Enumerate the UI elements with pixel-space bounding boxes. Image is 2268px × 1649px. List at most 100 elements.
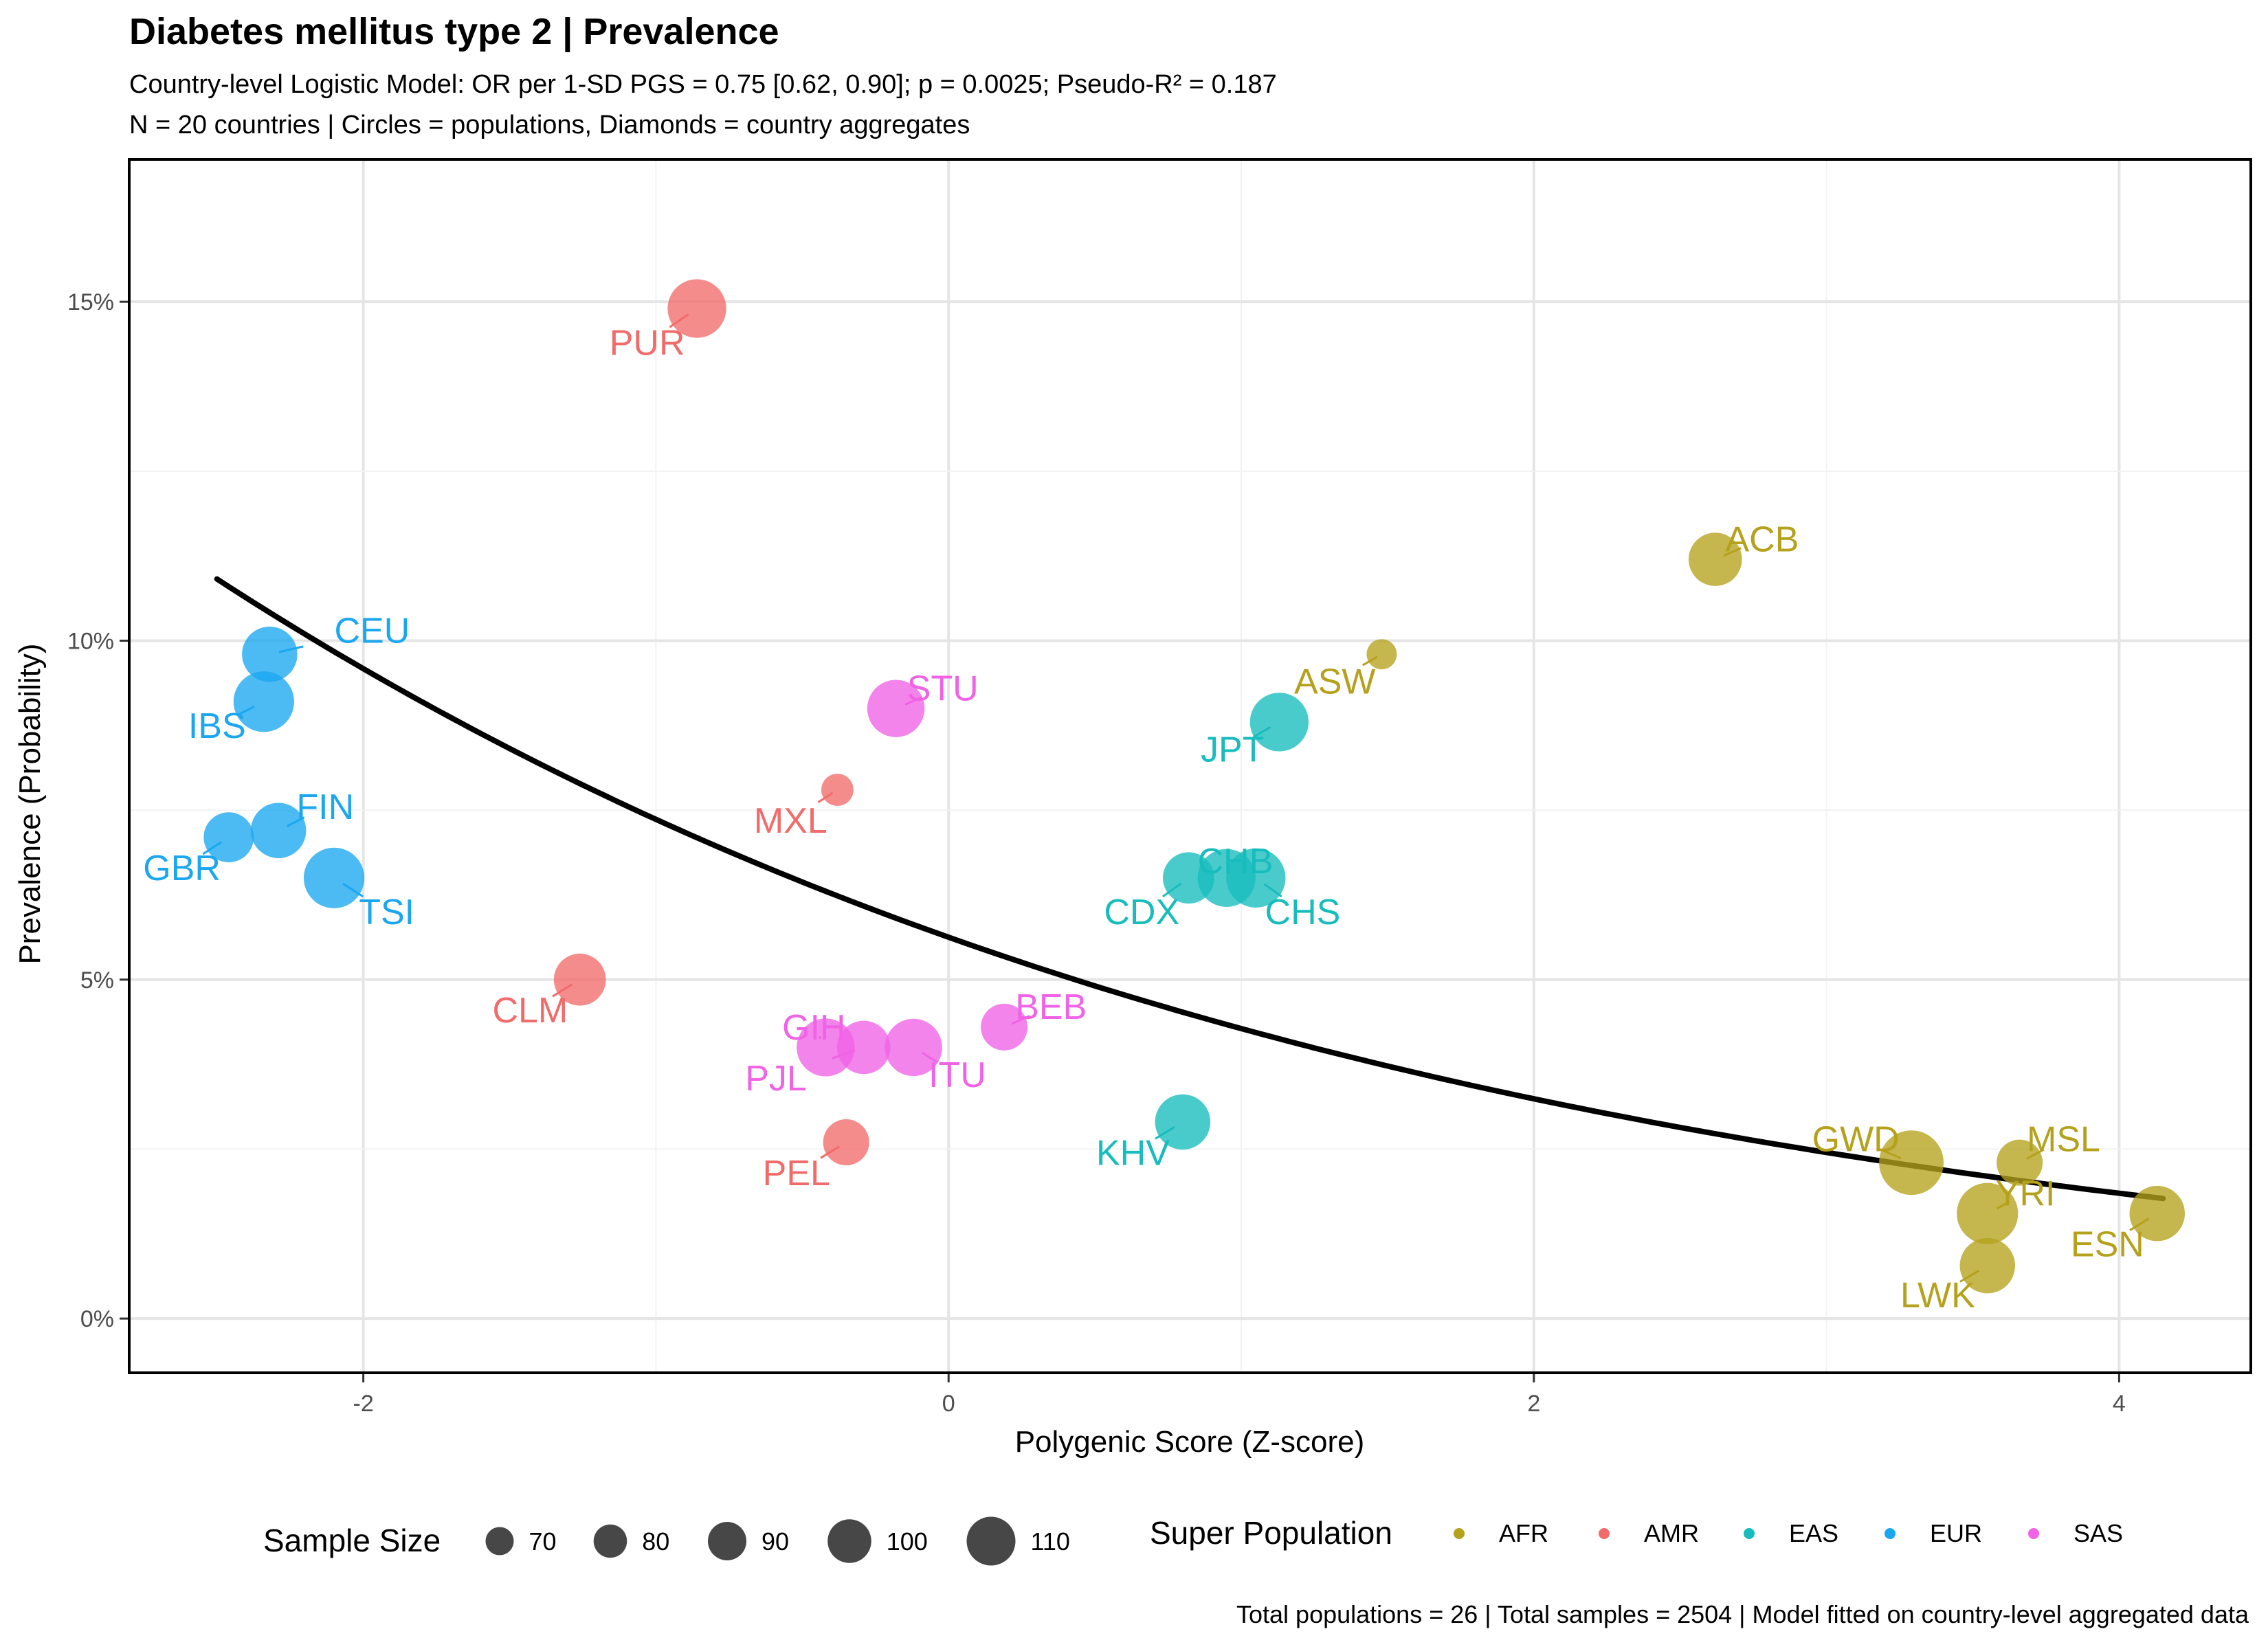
label-esn: ESN xyxy=(2071,1225,2144,1265)
legend-color-key-eas xyxy=(1744,1528,1755,1539)
legend-color-label-afr: AFR xyxy=(1499,1519,1548,1547)
x-tick-label: -2 xyxy=(353,1391,374,1417)
label-connector-ibs xyxy=(237,705,255,716)
label-connector-lwk xyxy=(1959,1269,1980,1283)
point-chs xyxy=(1226,848,1286,908)
legend-super-population: Super Population AFR AMR EAS EUR SAS xyxy=(1150,1515,2123,1551)
point-gih xyxy=(797,1018,855,1077)
chart-caption: Total populations = 26 | Total samples =… xyxy=(1236,1600,2249,1628)
x-tick-label: 4 xyxy=(2113,1391,2126,1417)
point-yri xyxy=(1957,1182,2019,1244)
label-connector-pur xyxy=(669,313,689,328)
label-jpt: JPT xyxy=(1201,730,1264,770)
point-clm xyxy=(553,953,606,1006)
label-connector-tsi xyxy=(342,882,364,898)
label-connector-asw xyxy=(1361,655,1378,666)
legend-size-key-100 xyxy=(827,1519,871,1563)
y-tick-label: 10% xyxy=(67,628,114,654)
label-connector-khv xyxy=(1155,1126,1175,1140)
fit-curve-layer xyxy=(214,576,2166,1202)
label-connector-stu xyxy=(904,696,922,706)
label-connector-pel xyxy=(820,1145,840,1159)
legend-size-key-70 xyxy=(485,1527,514,1556)
label-connector-pjl xyxy=(832,1049,856,1059)
point-ibs xyxy=(233,671,294,732)
label-connector-yri xyxy=(1996,1201,2009,1210)
legend-color-key-afr xyxy=(1454,1528,1465,1539)
legend-color-label-sas: SAS xyxy=(2074,1519,2123,1547)
legend-size-title: Sample Size xyxy=(263,1523,441,1558)
label-stu: STU xyxy=(907,669,979,709)
legend-size-key-80 xyxy=(593,1524,627,1558)
label-connector-gbr xyxy=(202,841,222,855)
chart-title: Diabetes mellitus type 2 | Prevalence xyxy=(129,11,779,53)
label-asw: ASW xyxy=(1294,662,1375,702)
label-connector-acb xyxy=(1723,547,1742,557)
label-acb: ACB xyxy=(1725,519,1799,559)
label-beb: BEB xyxy=(1015,987,1087,1027)
label-gih: GIH xyxy=(782,1008,845,1048)
point-jpt xyxy=(1249,693,1309,752)
label-connector-gih xyxy=(818,1035,822,1040)
label-chs: CHS xyxy=(1265,893,1341,932)
plot-panel-border xyxy=(128,158,2252,1374)
point-lwk xyxy=(1959,1237,2016,1294)
point-beb xyxy=(981,1003,1028,1051)
point-asw xyxy=(1366,639,1397,670)
y-axis-label: Prevalence (Probability) xyxy=(13,643,47,964)
label-connector-mxl xyxy=(817,792,834,804)
legend-size-label-80: 80 xyxy=(642,1527,669,1556)
point-gwd xyxy=(1879,1130,1944,1196)
label-yri: YRI xyxy=(1996,1174,2056,1214)
point-ceu xyxy=(242,626,298,682)
point-pur xyxy=(667,279,726,338)
legend-size-label-70: 70 xyxy=(529,1527,557,1556)
label-pur: PUR xyxy=(610,323,685,363)
logistic-fit-curve xyxy=(214,576,2166,1202)
label-gbr: GBR xyxy=(143,849,221,888)
label-connector-ceu xyxy=(278,645,304,653)
label-ceu: CEU xyxy=(335,612,410,651)
label-msl: MSL xyxy=(2027,1120,2100,1160)
point-mxl xyxy=(821,774,854,806)
legend-color-key-eur xyxy=(1885,1528,1895,1539)
label-connector-beb xyxy=(1011,1015,1031,1025)
legend-color-title: Super Population xyxy=(1150,1515,1392,1551)
axis-ticks: -2 0 2 4 0% 5% 10% 15% xyxy=(67,289,2126,1417)
label-itu: ITU xyxy=(929,1055,986,1095)
legend-size-label-90: 90 xyxy=(761,1527,789,1556)
point-labels: PUR MXL CLM PEL CEU IBS FIN GBR TSI STU GIH PJL ITU B… xyxy=(143,313,2150,1316)
point-msl xyxy=(1997,1139,2043,1186)
y-tick-label: 0% xyxy=(80,1306,114,1332)
label-connector-jpt xyxy=(1253,726,1271,738)
point-pjl xyxy=(836,1020,891,1075)
point-khv xyxy=(1155,1094,1211,1150)
label-mxl: MXL xyxy=(754,801,827,841)
legend-color-key-sas xyxy=(2028,1528,2039,1539)
legend-color-label-eur: EUR xyxy=(1930,1519,1982,1547)
chart-subtitle-2: N = 20 countries | Circles = populations… xyxy=(129,111,970,139)
point-cdx xyxy=(1163,852,1214,904)
point-pel xyxy=(823,1119,869,1166)
point-stu xyxy=(867,680,925,737)
label-chb: CHB xyxy=(1198,842,1274,882)
label-connector-itu xyxy=(921,1051,939,1064)
legend-color-label-amr: AMR xyxy=(1644,1519,1699,1547)
point-fin xyxy=(250,803,307,858)
legend-color-label-eas: EAS xyxy=(1789,1519,1838,1547)
label-fin: FIN xyxy=(296,787,354,827)
x-axis-label: Polygenic Score (Z-score) xyxy=(1015,1425,1365,1459)
label-gwd: GWD xyxy=(1812,1120,1900,1160)
legend-size-label-110: 110 xyxy=(1031,1527,1070,1556)
x-tick-label: 0 xyxy=(942,1391,955,1417)
label-pjl: PJL xyxy=(745,1059,807,1099)
legend-size-key-90 xyxy=(707,1521,747,1561)
label-connector-clm xyxy=(552,983,573,998)
y-tick-label: 5% xyxy=(80,967,114,994)
legend-sample-size: Sample Size 70 80 90 100 110 xyxy=(263,1516,1070,1566)
point-tsi xyxy=(303,847,365,908)
label-ibs: IBS xyxy=(188,706,246,746)
point-acb xyxy=(1688,532,1742,586)
label-lwk: LWK xyxy=(1900,1276,1975,1316)
